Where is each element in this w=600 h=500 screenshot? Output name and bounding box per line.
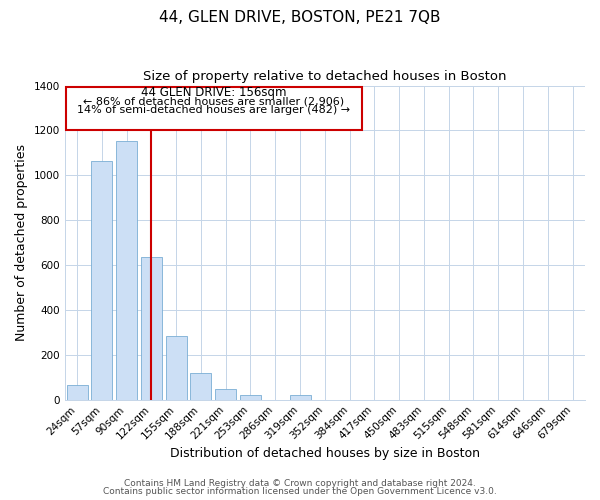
- Text: 14% of semi-detached houses are larger (482) →: 14% of semi-detached houses are larger (…: [77, 105, 350, 115]
- Bar: [116, 140, 137, 400]
- Bar: [290, 395, 311, 400]
- Y-axis label: Number of detached properties: Number of detached properties: [15, 144, 28, 341]
- Bar: [240, 395, 261, 400]
- Text: 44 GLEN DRIVE: 156sqm: 44 GLEN DRIVE: 156sqm: [141, 86, 287, 99]
- Bar: [166, 336, 187, 400]
- Title: Size of property relative to detached houses in Boston: Size of property relative to detached ho…: [143, 70, 506, 83]
- Bar: [215, 389, 236, 400]
- FancyBboxPatch shape: [66, 86, 362, 130]
- Bar: [91, 160, 112, 400]
- Bar: [67, 385, 88, 400]
- Bar: [190, 373, 211, 400]
- Text: Contains HM Land Registry data © Crown copyright and database right 2024.: Contains HM Land Registry data © Crown c…: [124, 478, 476, 488]
- Bar: [141, 257, 162, 400]
- Text: Contains public sector information licensed under the Open Government Licence v3: Contains public sector information licen…: [103, 487, 497, 496]
- Text: 44, GLEN DRIVE, BOSTON, PE21 7QB: 44, GLEN DRIVE, BOSTON, PE21 7QB: [159, 10, 441, 25]
- Text: ← 86% of detached houses are smaller (2,906): ← 86% of detached houses are smaller (2,…: [83, 96, 344, 106]
- X-axis label: Distribution of detached houses by size in Boston: Distribution of detached houses by size …: [170, 447, 480, 460]
